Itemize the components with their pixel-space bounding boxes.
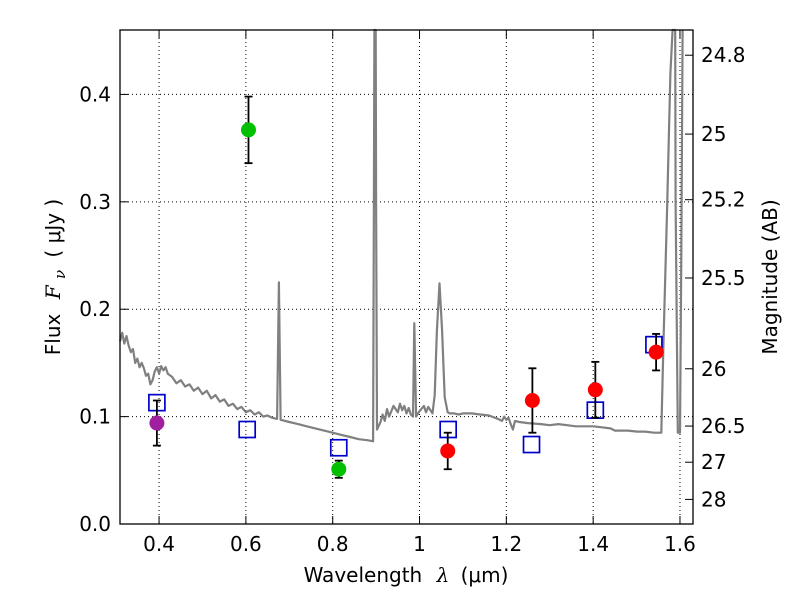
model-photometry-marker bbox=[522, 435, 541, 454]
y-axis-title-subscript: ν bbox=[51, 270, 69, 279]
x-axis-title-text: Wavelength bbox=[304, 563, 423, 587]
points-layer bbox=[148, 95, 664, 479]
x-tick-label: 1.4 bbox=[577, 532, 609, 556]
y-axis-title: Flux F ν ( μJy ) bbox=[41, 199, 70, 355]
y-axis-ticks: 0.0 0.1 0.2 0.3 0.4 bbox=[79, 82, 128, 536]
x-axis-title-symbol: λ bbox=[436, 563, 450, 587]
x-tick-label: 0.6 bbox=[230, 532, 262, 556]
x-tick-label: 1 bbox=[413, 532, 426, 556]
magnitude-axis-title: Magnitude (AB) bbox=[758, 199, 782, 354]
magnitude-tick-label: 26.5 bbox=[701, 414, 746, 438]
magnitude-axis-ticks: 24.8 25 25.2 25.5 26 26.5 27 28 bbox=[685, 43, 746, 511]
x-tick-label: 0.8 bbox=[317, 532, 349, 556]
x-axis-ticks: 0.4 0.6 0.8 1 1.2 1.4 1.6 bbox=[143, 30, 696, 556]
magnitude-tick-label: 26 bbox=[701, 357, 726, 381]
x-tick-label: 1.2 bbox=[490, 532, 522, 556]
y-axis-title-text: Flux bbox=[41, 313, 65, 355]
magnitude-tick-label: 25.5 bbox=[701, 266, 746, 290]
observed-flux-marker bbox=[648, 344, 664, 360]
y-tick-label: 0.2 bbox=[79, 297, 111, 321]
observed-flux-marker bbox=[440, 443, 456, 459]
x-axis-title: Wavelength λ (μm) bbox=[304, 563, 509, 587]
x-axis-title-unit: (μm) bbox=[461, 563, 509, 587]
observed-flux-marker bbox=[587, 382, 603, 398]
y-tick-label: 0.0 bbox=[79, 512, 111, 536]
magnitude-tick-label: 25.2 bbox=[701, 188, 746, 212]
y-tick-label: 0.3 bbox=[79, 190, 111, 214]
x-tick-label: 0.4 bbox=[143, 532, 175, 556]
y-tick-label: 0.4 bbox=[79, 82, 111, 106]
observed-flux-marker bbox=[331, 461, 347, 477]
observed-flux-marker bbox=[524, 393, 540, 408]
observed-flux-marker bbox=[149, 415, 165, 431]
observed-flux-marker bbox=[240, 122, 256, 138]
y-tick-label: 0.1 bbox=[79, 405, 111, 429]
model-spectrum-line bbox=[118, 28, 684, 443]
model-photometry-marker bbox=[329, 438, 348, 457]
x-tick-label: 1.6 bbox=[664, 532, 696, 556]
magnitude-tick-label: 28 bbox=[701, 487, 726, 511]
model-photometry-marker bbox=[238, 420, 257, 439]
y-axis-title-symbol: F bbox=[41, 284, 65, 300]
magnitude-tick-label: 25 bbox=[701, 122, 726, 146]
plot-frame bbox=[119, 29, 694, 525]
spectrum-layer bbox=[118, 28, 684, 443]
magnitude-tick-label: 27 bbox=[701, 450, 726, 474]
y-axis-title-unit: ( μJy ) bbox=[41, 199, 65, 258]
grid bbox=[120, 30, 693, 524]
magnitude-tick-label: 24.8 bbox=[701, 43, 746, 67]
